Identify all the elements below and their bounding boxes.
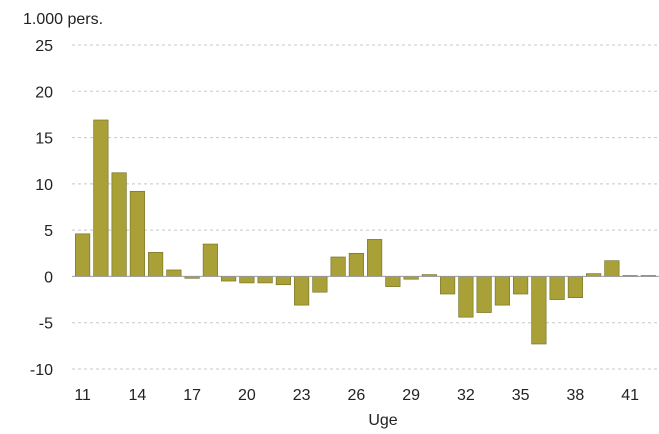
bar-week-15 bbox=[148, 252, 164, 277]
grid-lines bbox=[72, 44, 659, 370]
bar-week-14 bbox=[129, 190, 145, 277]
bar-week-24 bbox=[312, 276, 328, 293]
x-tick-label: 26 bbox=[347, 387, 365, 404]
y-tick-label: -10 bbox=[30, 362, 53, 379]
y-tick-label: 10 bbox=[35, 177, 53, 194]
x-tick-label: 20 bbox=[238, 387, 256, 404]
x-tick-label: 38 bbox=[566, 387, 584, 404]
bar-week-25 bbox=[330, 256, 346, 277]
bar-week-19 bbox=[221, 276, 237, 282]
bar-week-16 bbox=[166, 269, 182, 277]
x-axis-ticks: 11 14 17 20 23 26 29 32 35 38 41 bbox=[74, 387, 639, 404]
bar-week-23 bbox=[294, 276, 310, 306]
bar-week-20 bbox=[239, 276, 255, 284]
bar-week-38 bbox=[567, 276, 583, 299]
y-tick-label: 5 bbox=[44, 223, 53, 240]
x-tick-label: 14 bbox=[128, 387, 146, 404]
bar-week-35 bbox=[513, 276, 529, 295]
x-tick-label: 41 bbox=[621, 387, 639, 404]
bar-week-34 bbox=[494, 276, 510, 306]
x-tick-label: 23 bbox=[293, 387, 311, 404]
bar-week-27 bbox=[367, 239, 383, 277]
x-axis-label: Uge bbox=[368, 412, 397, 429]
bar-week-12 bbox=[93, 119, 109, 277]
bar-week-32 bbox=[458, 276, 474, 318]
x-tick-label: 32 bbox=[457, 387, 475, 404]
y-tick-label: 25 bbox=[35, 38, 53, 55]
bar-week-37 bbox=[549, 276, 565, 300]
y-tick-label: -5 bbox=[39, 316, 53, 333]
bar-week-40 bbox=[604, 260, 620, 277]
bar-week-11 bbox=[75, 233, 91, 277]
x-tick-label: 29 bbox=[402, 387, 420, 404]
bar-week-28 bbox=[385, 276, 401, 287]
bar-week-21 bbox=[257, 276, 273, 284]
y-tick-label: 15 bbox=[35, 131, 53, 148]
bar-week-36 bbox=[531, 276, 547, 345]
bars bbox=[75, 119, 656, 345]
bar-week-33 bbox=[476, 276, 492, 313]
bar-week-22 bbox=[275, 276, 291, 286]
bar-week-18 bbox=[202, 243, 218, 277]
x-tick-label: 17 bbox=[183, 387, 201, 404]
bar-week-13 bbox=[111, 172, 127, 277]
y-tick-label: 20 bbox=[35, 84, 53, 101]
x-tick-label: 35 bbox=[512, 387, 530, 404]
y-unit-label: 1.000 pers. bbox=[23, 11, 103, 28]
bar-week-26 bbox=[348, 252, 364, 277]
y-axis-ticks: 25 20 15 10 5 0 -5 -10 bbox=[30, 38, 53, 379]
y-tick-label: 0 bbox=[44, 269, 53, 286]
x-tick-label: 11 bbox=[74, 387, 91, 404]
bar-week-31 bbox=[440, 276, 456, 295]
